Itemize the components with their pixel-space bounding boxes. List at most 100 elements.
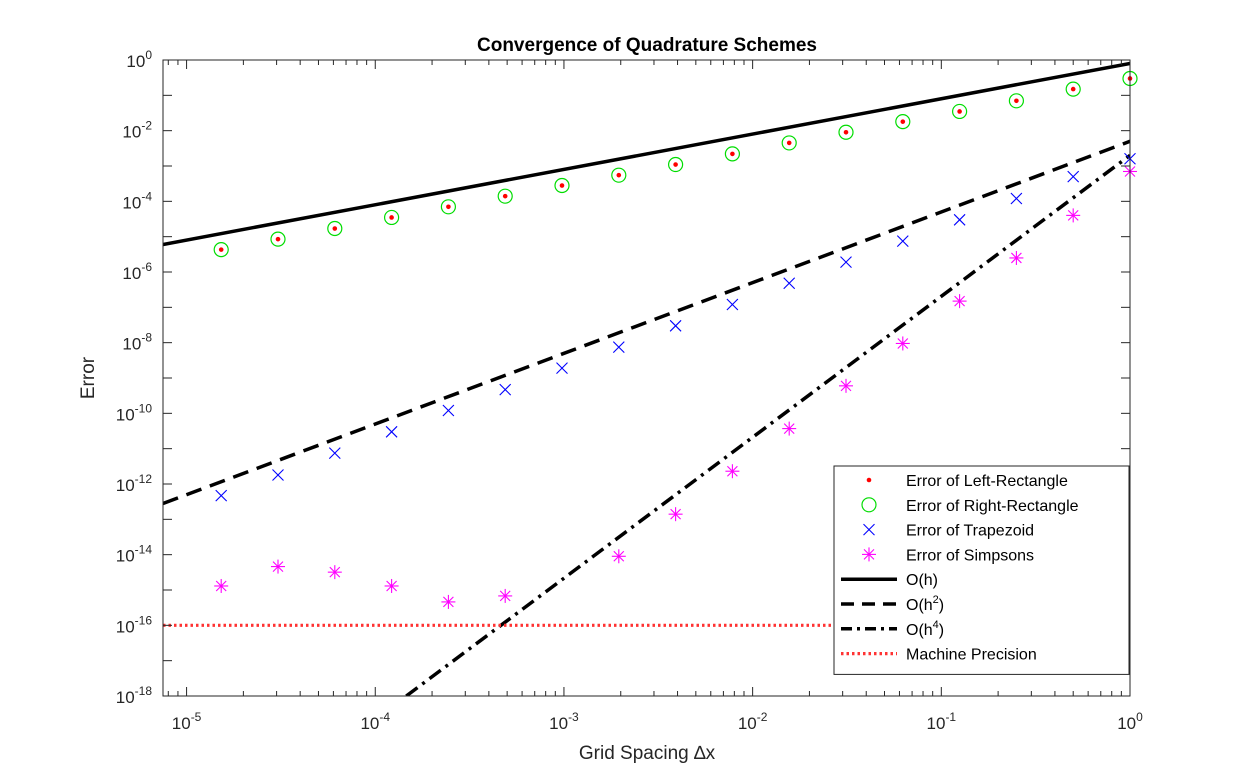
point-1-11 bbox=[497, 188, 513, 204]
point-0-11 bbox=[502, 193, 508, 199]
legend-label-tail: ) bbox=[939, 597, 944, 614]
y-tick-exp: -12 bbox=[135, 472, 153, 486]
y-tick-base: 10 bbox=[116, 405, 135, 424]
point-3-16 bbox=[214, 578, 229, 593]
point-0-1 bbox=[1070, 86, 1076, 92]
legend-marker-3 bbox=[862, 547, 876, 562]
point-1-7 bbox=[724, 146, 741, 162]
x-tick-exp: -4 bbox=[379, 710, 390, 724]
point-0-9 bbox=[616, 172, 622, 178]
reference-line-2 bbox=[405, 153, 1130, 696]
y-tick-exp: -14 bbox=[135, 543, 153, 557]
legend-label-base: Machine Precision bbox=[906, 647, 1037, 664]
legend-label: O(h) bbox=[906, 572, 938, 589]
y-axis-label: Error bbox=[78, 356, 99, 399]
legend-entry: Machine Precision bbox=[841, 647, 1037, 664]
point-0-4 bbox=[900, 119, 906, 124]
point-1-12 bbox=[440, 199, 457, 215]
point-3-4 bbox=[895, 336, 910, 351]
point-1-9 bbox=[611, 167, 627, 183]
y-tick-label: 10-2 bbox=[122, 119, 152, 142]
x-tick-label: 10-3 bbox=[549, 710, 579, 733]
y-tick-label: 10-8 bbox=[122, 331, 152, 354]
x-tick-base: 10 bbox=[360, 714, 379, 733]
legend-marker-0 bbox=[866, 477, 872, 483]
point-2-7 bbox=[726, 298, 739, 311]
point-2-1 bbox=[1067, 170, 1080, 183]
legend-label: O(h2) bbox=[906, 594, 944, 614]
x-tick-base: 10 bbox=[172, 714, 191, 733]
point-1-1 bbox=[1065, 81, 1081, 97]
point-2-16 bbox=[215, 489, 228, 502]
y-tick-label: 10-16 bbox=[116, 613, 153, 636]
y-tick-base: 10 bbox=[122, 335, 141, 354]
x-tick-exp: -3 bbox=[568, 710, 579, 724]
x-tick-label: 10-5 bbox=[172, 710, 202, 733]
legend-label-base: O(h bbox=[906, 572, 933, 589]
x-tick-exp: 0 bbox=[1136, 710, 1143, 724]
point-1-4 bbox=[895, 114, 911, 130]
point-3-13 bbox=[384, 578, 399, 593]
point-1-2 bbox=[1008, 93, 1025, 109]
legend-label-tail: ) bbox=[933, 572, 938, 589]
point-1-6 bbox=[781, 135, 797, 151]
legend-label: Error of Left-Rectangle bbox=[906, 473, 1068, 490]
y-tick-base: 10 bbox=[116, 547, 135, 566]
point-2-3 bbox=[953, 213, 966, 226]
y-tick-base: 10 bbox=[116, 617, 135, 636]
point-2-9 bbox=[612, 341, 625, 353]
legend-label: Machine Precision bbox=[906, 647, 1037, 664]
point-2-10 bbox=[556, 362, 568, 375]
point-1-3 bbox=[952, 103, 968, 120]
x-tick-exp: -1 bbox=[945, 710, 956, 724]
point-1-8 bbox=[668, 156, 684, 173]
y-tick-exp: -16 bbox=[135, 613, 153, 627]
y-tick-label: 10-10 bbox=[116, 401, 153, 424]
legend-label-base: O(h bbox=[906, 622, 933, 639]
x-tick-label: 10-2 bbox=[738, 710, 768, 733]
legend-entry: O(h4) bbox=[841, 619, 944, 639]
point-2-11 bbox=[499, 383, 512, 396]
x-tick-label: 10-1 bbox=[927, 710, 957, 733]
point-2-5 bbox=[840, 256, 852, 269]
y-tick-base: 10 bbox=[116, 476, 135, 495]
point-3-15 bbox=[271, 559, 286, 574]
y-tick-exp: -10 bbox=[135, 401, 153, 415]
point-2-4 bbox=[896, 235, 909, 247]
legend-label-sup: 2 bbox=[933, 594, 939, 606]
legend-box bbox=[833, 465, 1130, 675]
y-tick-base: 10 bbox=[122, 193, 141, 212]
y-tick-exp: -2 bbox=[141, 119, 152, 133]
point-0-12 bbox=[446, 204, 451, 210]
x-tick-exp: -5 bbox=[191, 710, 202, 724]
legend-label-tail: ) bbox=[939, 622, 944, 639]
legend-entry: Error of Simpsons bbox=[862, 547, 1034, 564]
y-tick-base: 10 bbox=[122, 123, 141, 142]
point-0-15 bbox=[275, 236, 281, 242]
reference-line-1 bbox=[163, 139, 1130, 506]
point-3-6 bbox=[782, 421, 797, 436]
x-tick-base: 10 bbox=[1117, 714, 1136, 733]
y-tick-exp: -18 bbox=[135, 684, 153, 698]
x-axis-label: Grid Spacing ∆x bbox=[579, 743, 716, 764]
point-2-6 bbox=[783, 277, 796, 290]
point-2-2 bbox=[1010, 192, 1023, 205]
x-tick-exp: -2 bbox=[757, 710, 768, 724]
y-tick-label: 10-4 bbox=[122, 189, 152, 212]
point-0-5 bbox=[843, 129, 849, 135]
point-0-13 bbox=[389, 215, 394, 220]
point-2-14 bbox=[328, 447, 341, 459]
point-1-5 bbox=[838, 124, 854, 140]
legend-label: Error of Simpsons bbox=[906, 547, 1034, 564]
legend-label: Error of Right-Rectangle bbox=[906, 498, 1079, 515]
legend-label: Error of Trapezoid bbox=[906, 523, 1034, 540]
x-tick-base: 10 bbox=[738, 714, 757, 733]
legend-label-base: O(h bbox=[906, 597, 933, 614]
y-tick-base: 10 bbox=[116, 688, 135, 707]
y-tick-exp: -6 bbox=[141, 260, 152, 274]
plot-area bbox=[163, 60, 1130, 696]
legend-entry: O(h2) bbox=[841, 594, 944, 614]
y-tick-label: 10-18 bbox=[116, 684, 153, 707]
chart-title: Convergence of Quadrature Schemes bbox=[477, 35, 817, 56]
